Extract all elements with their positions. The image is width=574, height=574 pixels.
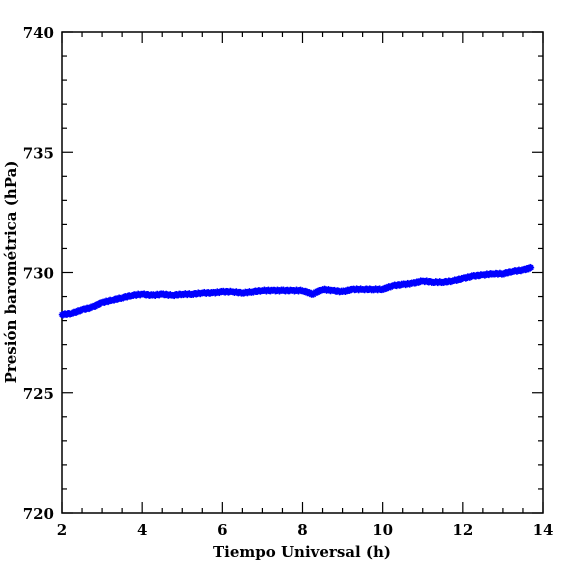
y-axis-title: Presión barométrica (hPa) bbox=[2, 161, 20, 384]
x-tick-label: 14 bbox=[533, 521, 554, 539]
y-tick-label: 720 bbox=[23, 505, 54, 523]
axis-tick-labels: 2 4 6 8 10 12 14 720 725 730 735 740 bbox=[23, 24, 554, 539]
y-tick-label: 740 bbox=[23, 24, 54, 42]
x-tick-label: 2 bbox=[57, 521, 67, 539]
x-axis-title: Tiempo Universal (h) bbox=[213, 543, 391, 561]
x-tick-label: 4 bbox=[137, 521, 147, 539]
x-tick-label: 10 bbox=[372, 521, 393, 539]
data-point bbox=[527, 264, 535, 271]
plot-frame bbox=[61, 31, 544, 514]
y-tick-label: 735 bbox=[23, 144, 54, 162]
x-tick-label: 12 bbox=[452, 521, 473, 539]
x-tick-label: 6 bbox=[217, 521, 227, 539]
data-series bbox=[58, 263, 535, 319]
axis-ticks bbox=[61, 31, 544, 514]
x-tick-label: 8 bbox=[297, 521, 307, 539]
y-tick-label: 730 bbox=[23, 265, 54, 283]
y-tick-label: 725 bbox=[23, 385, 54, 403]
